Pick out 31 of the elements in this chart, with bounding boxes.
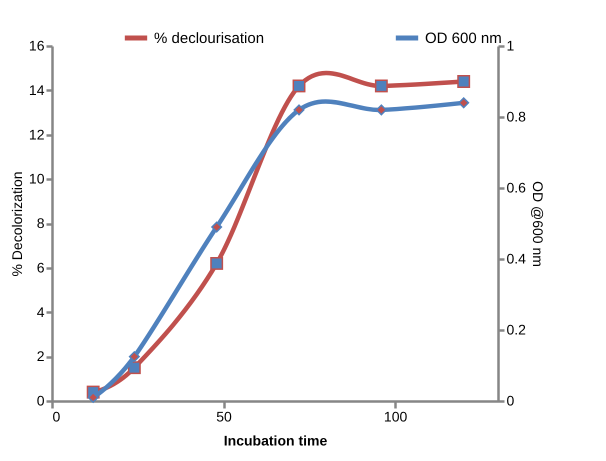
point [457,75,470,88]
y-tick-label: 8 [36,215,45,231]
y-tick-label: 10 [28,170,45,187]
y-tick-label: 6 [36,259,45,276]
y-tick-label: 16 [28,38,45,54]
y-tick-label: 14 [28,82,45,98]
point [211,222,222,233]
y2-tick-label: 0.4 [506,250,526,266]
y-tick-label: 12 [28,126,45,142]
point [128,351,140,362]
point [292,79,306,92]
point [458,97,470,108]
y2-tick-label: 0.2 [506,322,526,338]
y-tick-label: 0 [36,392,45,408]
x-axis-title: Incubation time [224,432,328,448]
x-tick-label: 0 [52,408,60,424]
y2-tick-label: 0 [506,392,514,408]
y2-tick-label: 1 [506,38,514,54]
x-tick-label: 50 [216,408,232,424]
point [210,256,224,270]
y2-axis-title: OD @600 nm [530,181,546,267]
legend-label: OD 600 nm [425,30,502,47]
point [294,104,305,116]
y2-tick-label: 0.8 [506,108,526,124]
y-tick-label: 2 [36,348,45,364]
y-axis-title: % Decolorization [8,171,25,277]
point [374,79,388,92]
legend-label: % declourisation [154,30,264,47]
x-tick-label: 100 [384,408,408,424]
y-tick-label: 4 [36,304,45,320]
y2-tick-label: 0.6 [506,180,526,196]
